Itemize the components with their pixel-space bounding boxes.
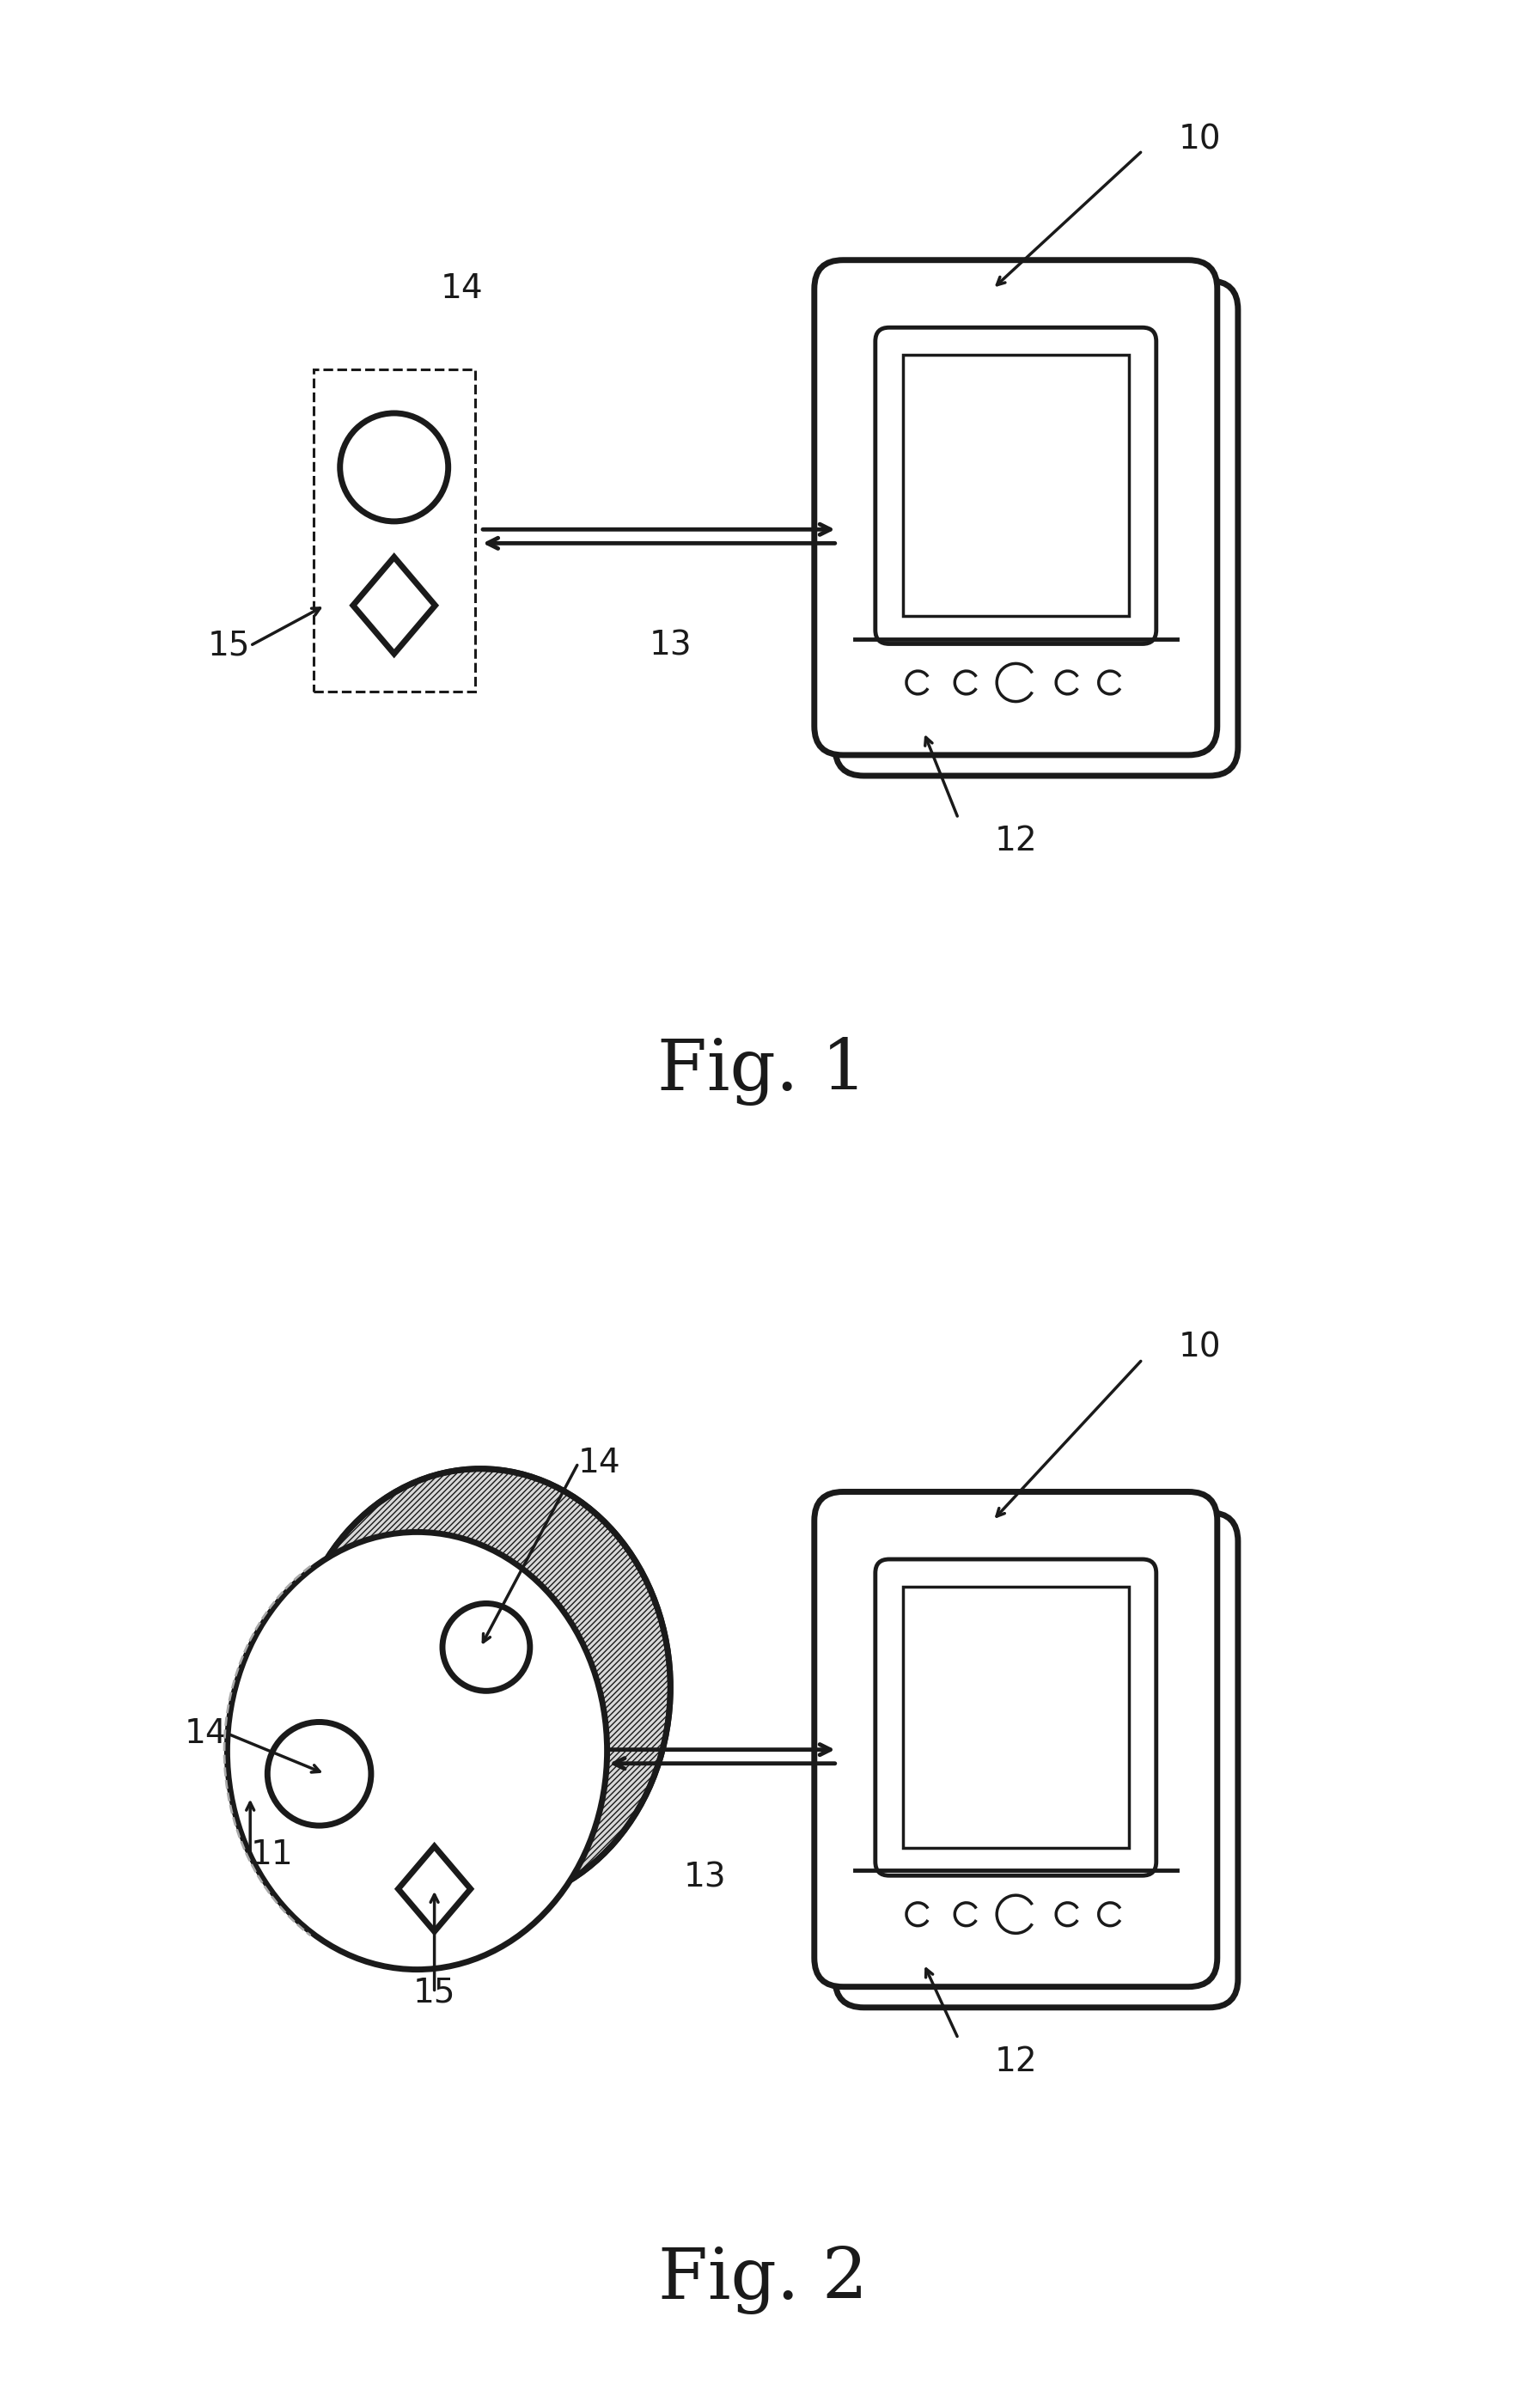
Text: 12: 12 <box>994 826 1037 857</box>
Ellipse shape <box>227 1531 607 1970</box>
Text: 13: 13 <box>683 1861 726 1893</box>
FancyBboxPatch shape <box>875 1560 1156 1876</box>
Bar <box>903 354 1128 616</box>
Text: 14: 14 <box>185 1717 227 1751</box>
Text: 10: 10 <box>1179 1332 1222 1365</box>
Text: 11: 11 <box>250 1837 293 1871</box>
Text: 12: 12 <box>994 2044 1037 2078</box>
Ellipse shape <box>290 1469 671 1907</box>
Circle shape <box>340 414 448 523</box>
FancyBboxPatch shape <box>814 260 1217 756</box>
Polygon shape <box>352 556 435 653</box>
Text: Fig. 2: Fig. 2 <box>657 2247 868 2314</box>
Polygon shape <box>398 1847 471 1931</box>
FancyBboxPatch shape <box>814 1493 1217 1987</box>
Circle shape <box>442 1604 531 1690</box>
Text: 14: 14 <box>441 272 483 306</box>
FancyBboxPatch shape <box>836 1512 1238 2008</box>
Bar <box>314 368 474 691</box>
Text: Fig. 1: Fig. 1 <box>657 1038 868 1105</box>
FancyBboxPatch shape <box>875 327 1156 643</box>
Text: 15: 15 <box>207 628 250 662</box>
Text: 15: 15 <box>413 1977 456 2008</box>
FancyBboxPatch shape <box>836 282 1238 775</box>
Text: 10: 10 <box>1179 123 1222 157</box>
Text: 14: 14 <box>578 1447 621 1479</box>
Bar <box>903 1587 1128 1847</box>
Text: 13: 13 <box>650 628 692 662</box>
Circle shape <box>267 1722 371 1825</box>
